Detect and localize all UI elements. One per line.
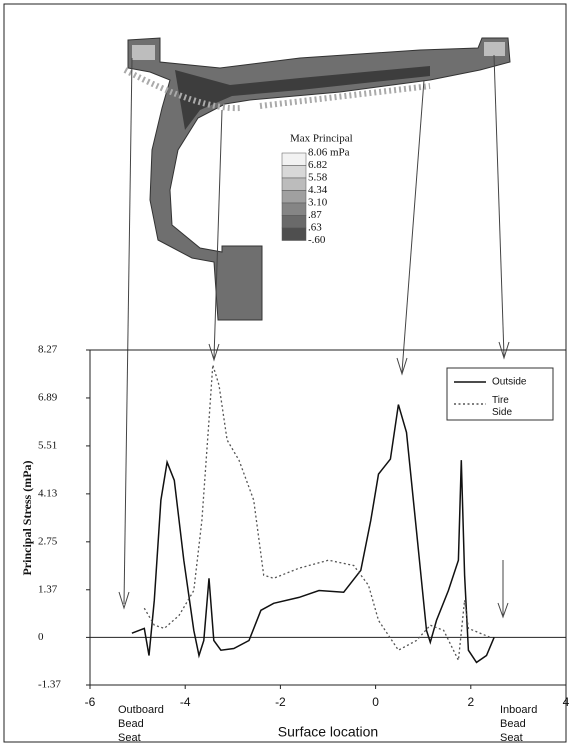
contour-swatch [282,191,306,204]
series-line [132,405,494,663]
y-tick-label: 2.75 [38,535,58,547]
y-tick-label: 8.27 [38,344,58,356]
contour-swatch [282,166,306,179]
x-tick-label: 2 [467,695,474,709]
y-axis-label: Principal Stress (mPa) [20,460,34,575]
x-tick-label: 4 [563,695,570,709]
contour-label: -.60 [308,234,326,246]
contour-swatch [282,178,306,191]
x-tick-label: -2 [275,695,286,709]
contour-label: 5.58 [308,172,328,184]
x-axis-label: Surface location [278,724,378,740]
contour-label: .87 [308,209,322,221]
contour-swatch [282,228,306,241]
contour-label: 6.82 [308,159,327,171]
y-tick-label: 5.51 [38,439,57,451]
x-tick-label: -4 [180,695,191,709]
contour-label: 3.10 [308,197,328,209]
legend-label: Outside [492,377,527,388]
contour-title: Max Principal [290,133,353,145]
contour-swatch [282,153,306,166]
x-tick-label: 0 [372,695,379,709]
x-tick-label: -6 [85,695,96,709]
y-tick-label: 4.13 [38,487,58,499]
contour-legend: Max Principal 8.06 mPa6.825.584.343.10.8… [282,133,353,247]
figure: Max Principal 8.06 mPa6.825.584.343.10.8… [0,0,571,747]
contour-swatch [282,216,306,229]
y-tick-label: 1.37 [38,583,58,595]
contour-swatch [282,203,306,216]
y-tick-label: -1.37 [38,679,61,691]
contour-label: .63 [308,222,322,234]
contour-label: 8.06 mPa [308,147,350,159]
y-tick-label: 6.89 [38,391,58,403]
contour-label: 4.34 [308,184,328,196]
y-tick-label: 0 [38,631,44,643]
